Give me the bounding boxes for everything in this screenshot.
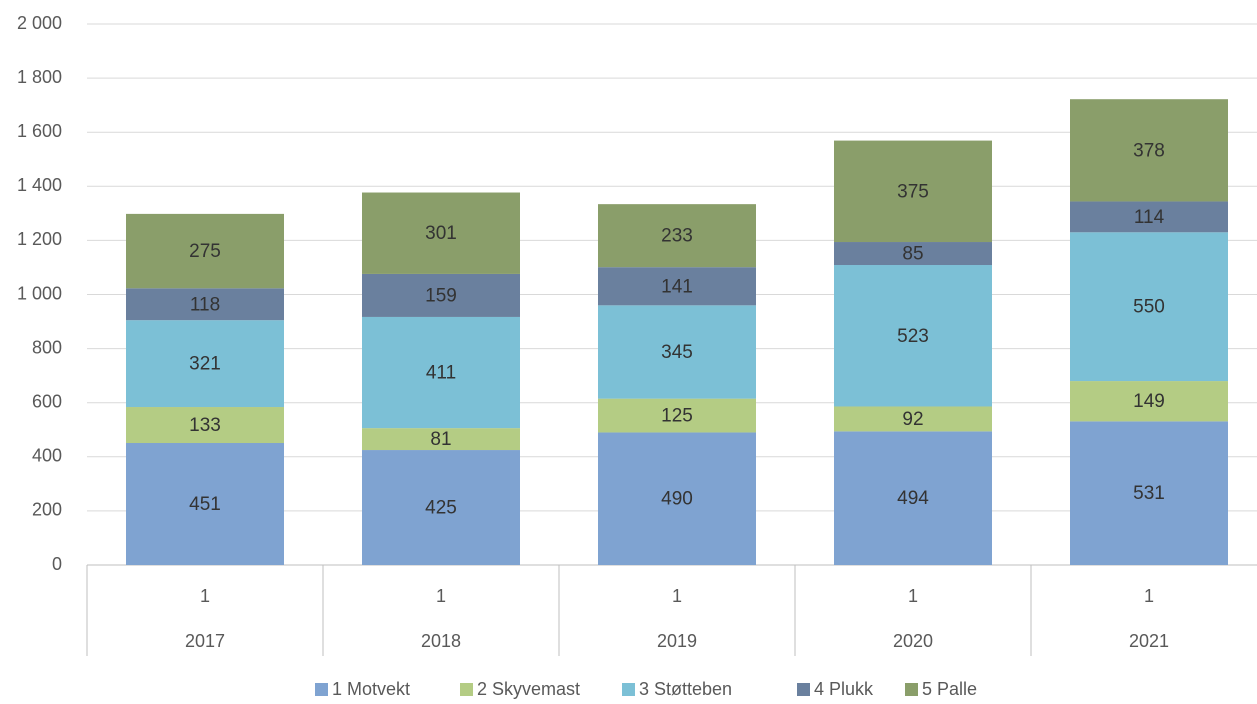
legend-swatch bbox=[460, 683, 473, 696]
value-label: 114 bbox=[1134, 207, 1165, 228]
bar-segment bbox=[834, 265, 992, 407]
x-subcategory-label: 1 bbox=[908, 586, 918, 606]
x-subcategory-label: 1 bbox=[672, 586, 682, 606]
x-subcategory-label: 1 bbox=[436, 586, 446, 606]
bar-segment bbox=[1070, 232, 1228, 382]
bar-segment bbox=[1070, 421, 1228, 565]
x-tick-label: 2021 bbox=[1129, 631, 1169, 651]
legend-label: 4 Plukk bbox=[814, 679, 874, 699]
x-tick-label: 2017 bbox=[185, 631, 225, 651]
value-label: 133 bbox=[189, 415, 221, 436]
x-subcategory-label: 1 bbox=[1144, 586, 1154, 606]
value-label: 85 bbox=[902, 244, 923, 265]
value-label: 81 bbox=[430, 429, 451, 450]
bar-segment bbox=[362, 273, 520, 317]
bar-segment bbox=[834, 431, 992, 565]
x-tick-label: 2018 bbox=[421, 631, 461, 651]
bar-segment bbox=[126, 288, 284, 321]
value-label: 378 bbox=[1133, 140, 1165, 161]
y-tick-label: 200 bbox=[32, 500, 62, 520]
legend-swatch bbox=[905, 683, 918, 696]
legend-label: 5 Palle bbox=[922, 679, 977, 699]
value-label: 451 bbox=[189, 494, 221, 515]
value-label: 92 bbox=[902, 409, 923, 430]
value-label: 118 bbox=[190, 294, 220, 315]
legend-swatch bbox=[622, 683, 635, 696]
x-tick-label: 2020 bbox=[893, 631, 933, 651]
y-tick-label: 600 bbox=[32, 391, 62, 411]
value-label: 375 bbox=[897, 181, 929, 202]
value-label: 531 bbox=[1133, 483, 1165, 504]
value-label: 411 bbox=[426, 363, 456, 384]
value-label: 125 bbox=[661, 406, 693, 427]
value-label: 425 bbox=[425, 498, 457, 519]
y-tick-label: 2 000 bbox=[17, 13, 62, 33]
bar-segment bbox=[598, 432, 756, 565]
value-label: 494 bbox=[897, 488, 929, 509]
value-label: 523 bbox=[897, 326, 929, 347]
bar-segment bbox=[834, 140, 992, 243]
bar-segment bbox=[362, 316, 520, 429]
bar-segment bbox=[598, 267, 756, 306]
y-tick-label: 1 000 bbox=[17, 283, 62, 303]
value-label: 159 bbox=[425, 285, 457, 306]
x-tick-label: 2019 bbox=[657, 631, 697, 651]
legend-label: 2 Skyvemast bbox=[477, 679, 580, 699]
legend-swatch bbox=[315, 683, 328, 696]
value-label: 275 bbox=[189, 241, 221, 262]
bar-segment bbox=[362, 450, 520, 565]
y-tick-label: 1 800 bbox=[17, 67, 62, 87]
bar-segment bbox=[126, 213, 284, 289]
bar-segment bbox=[362, 192, 520, 274]
value-label: 550 bbox=[1133, 297, 1165, 318]
bar-segment bbox=[126, 443, 284, 565]
x-subcategory-label: 1 bbox=[200, 586, 210, 606]
bar-segment bbox=[834, 242, 992, 266]
y-tick-label: 1 200 bbox=[17, 229, 62, 249]
bar-segment bbox=[834, 406, 992, 432]
y-tick-label: 0 bbox=[52, 554, 62, 574]
bar-segment bbox=[126, 320, 284, 408]
y-tick-label: 400 bbox=[32, 446, 62, 466]
bar-segment bbox=[1070, 99, 1228, 202]
y-tick-label: 1 400 bbox=[17, 175, 62, 195]
bar-segment bbox=[598, 398, 756, 433]
y-tick-label: 1 600 bbox=[17, 121, 62, 141]
value-label: 301 bbox=[425, 223, 457, 244]
value-label: 345 bbox=[661, 342, 693, 363]
value-label: 141 bbox=[661, 276, 693, 297]
value-label: 321 bbox=[189, 354, 221, 375]
legend-label: 3 Støtteben bbox=[639, 679, 732, 699]
bar-segment bbox=[1070, 201, 1228, 233]
bar-segment bbox=[1070, 381, 1228, 422]
legend-swatch bbox=[797, 683, 810, 696]
bar-segment bbox=[598, 305, 756, 399]
value-label: 233 bbox=[661, 226, 693, 247]
legend-label: 1 Motvekt bbox=[332, 679, 410, 699]
value-label: 149 bbox=[1133, 391, 1165, 412]
bar-segment bbox=[126, 407, 284, 444]
bar-segment bbox=[362, 428, 520, 451]
bar-segment bbox=[598, 204, 756, 268]
y-tick-label: 800 bbox=[32, 337, 62, 357]
value-label: 490 bbox=[661, 489, 693, 510]
